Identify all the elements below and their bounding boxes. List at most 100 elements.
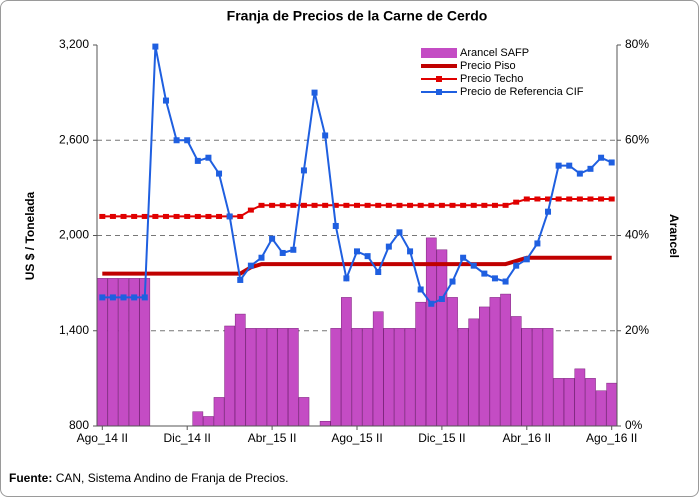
marker bbox=[290, 202, 297, 208]
bar bbox=[585, 378, 596, 427]
marker bbox=[385, 243, 392, 250]
bar bbox=[563, 378, 575, 427]
legend-swatch bbox=[421, 48, 457, 58]
marker bbox=[608, 196, 615, 202]
x-tick-label: Abr_15 II bbox=[248, 431, 297, 445]
bar bbox=[128, 278, 140, 427]
marker bbox=[502, 202, 509, 208]
bar bbox=[606, 382, 618, 427]
marker bbox=[173, 137, 180, 144]
marker bbox=[460, 202, 467, 208]
bar bbox=[245, 328, 257, 427]
marker bbox=[534, 196, 541, 202]
marker bbox=[343, 275, 350, 282]
marker bbox=[322, 202, 329, 208]
marker bbox=[545, 196, 552, 202]
marker bbox=[545, 208, 552, 215]
marker bbox=[109, 213, 116, 219]
marker bbox=[523, 196, 530, 202]
marker bbox=[566, 196, 573, 202]
marker bbox=[162, 97, 169, 104]
marker bbox=[417, 286, 424, 293]
bar bbox=[394, 328, 405, 427]
marker bbox=[364, 202, 371, 208]
marker bbox=[407, 202, 414, 208]
bar bbox=[383, 328, 395, 427]
marker bbox=[205, 213, 212, 219]
source-text: CAN, Sistema Andino de Franja de Precios… bbox=[55, 471, 289, 485]
bar bbox=[341, 297, 352, 427]
bar bbox=[213, 397, 225, 427]
marker bbox=[194, 213, 201, 219]
marker bbox=[99, 213, 106, 219]
marker bbox=[385, 202, 392, 208]
marker bbox=[396, 202, 403, 208]
y2-tick-label: 60% bbox=[625, 132, 649, 146]
legend-label: Arancel SAFP bbox=[460, 47, 529, 59]
legend-label: Precio Techo bbox=[460, 73, 523, 85]
marker bbox=[120, 294, 127, 301]
legend-marker bbox=[436, 89, 442, 95]
marker bbox=[438, 202, 445, 208]
bar bbox=[415, 301, 427, 427]
marker bbox=[354, 248, 360, 255]
marker bbox=[587, 165, 594, 172]
marker bbox=[598, 154, 605, 161]
marker bbox=[566, 162, 573, 169]
marker bbox=[184, 213, 191, 219]
marker bbox=[481, 202, 488, 208]
y-tick-label: 3,200 bbox=[59, 37, 89, 51]
y-tick-label: 800 bbox=[69, 418, 89, 432]
marker bbox=[449, 278, 456, 285]
y2-tick-label: 0% bbox=[625, 418, 643, 432]
bar bbox=[447, 297, 458, 427]
y-axis-title: US $ / Tonelada bbox=[23, 191, 37, 280]
bar bbox=[372, 311, 384, 427]
marker bbox=[470, 262, 477, 269]
marker bbox=[311, 202, 318, 208]
marker bbox=[194, 157, 201, 164]
x-tick-label: Dic_14 II bbox=[164, 431, 211, 445]
marker bbox=[205, 154, 212, 161]
marker bbox=[99, 294, 106, 301]
bar bbox=[404, 328, 416, 427]
bar bbox=[468, 318, 480, 427]
marker bbox=[491, 202, 498, 208]
marker bbox=[269, 235, 276, 242]
bar bbox=[500, 293, 511, 427]
bar bbox=[542, 328, 554, 427]
marker bbox=[576, 196, 583, 202]
legend-label: Precio Piso bbox=[460, 60, 516, 72]
marker bbox=[131, 294, 138, 301]
bar bbox=[234, 313, 246, 427]
bar bbox=[192, 411, 204, 427]
legend-marker bbox=[436, 76, 442, 82]
chart: Franja de Precios de la Carne de Cerdo U… bbox=[23, 8, 681, 445]
marker bbox=[438, 296, 445, 302]
bar bbox=[510, 316, 522, 427]
marker bbox=[162, 213, 169, 219]
bar bbox=[139, 278, 151, 427]
marker bbox=[534, 240, 541, 247]
x-tick-label: Abr_16 II bbox=[502, 431, 551, 445]
bar bbox=[203, 416, 214, 427]
marker bbox=[587, 196, 594, 202]
marker bbox=[407, 248, 414, 255]
bar bbox=[298, 397, 310, 427]
marker bbox=[216, 213, 223, 219]
y2-tick-label: 40% bbox=[625, 228, 649, 242]
marker bbox=[332, 222, 339, 229]
marker bbox=[491, 275, 498, 282]
bar bbox=[489, 297, 501, 427]
marker bbox=[523, 256, 530, 263]
marker bbox=[598, 196, 605, 202]
bar bbox=[118, 278, 129, 427]
marker bbox=[460, 254, 467, 261]
marker bbox=[555, 196, 562, 202]
marker bbox=[247, 207, 254, 213]
marker bbox=[470, 202, 477, 208]
marker bbox=[152, 43, 159, 50]
x-tick-label: Dic_15 II bbox=[418, 431, 465, 445]
chart-title: Franja de Precios de la Carne de Cerdo bbox=[227, 8, 488, 24]
